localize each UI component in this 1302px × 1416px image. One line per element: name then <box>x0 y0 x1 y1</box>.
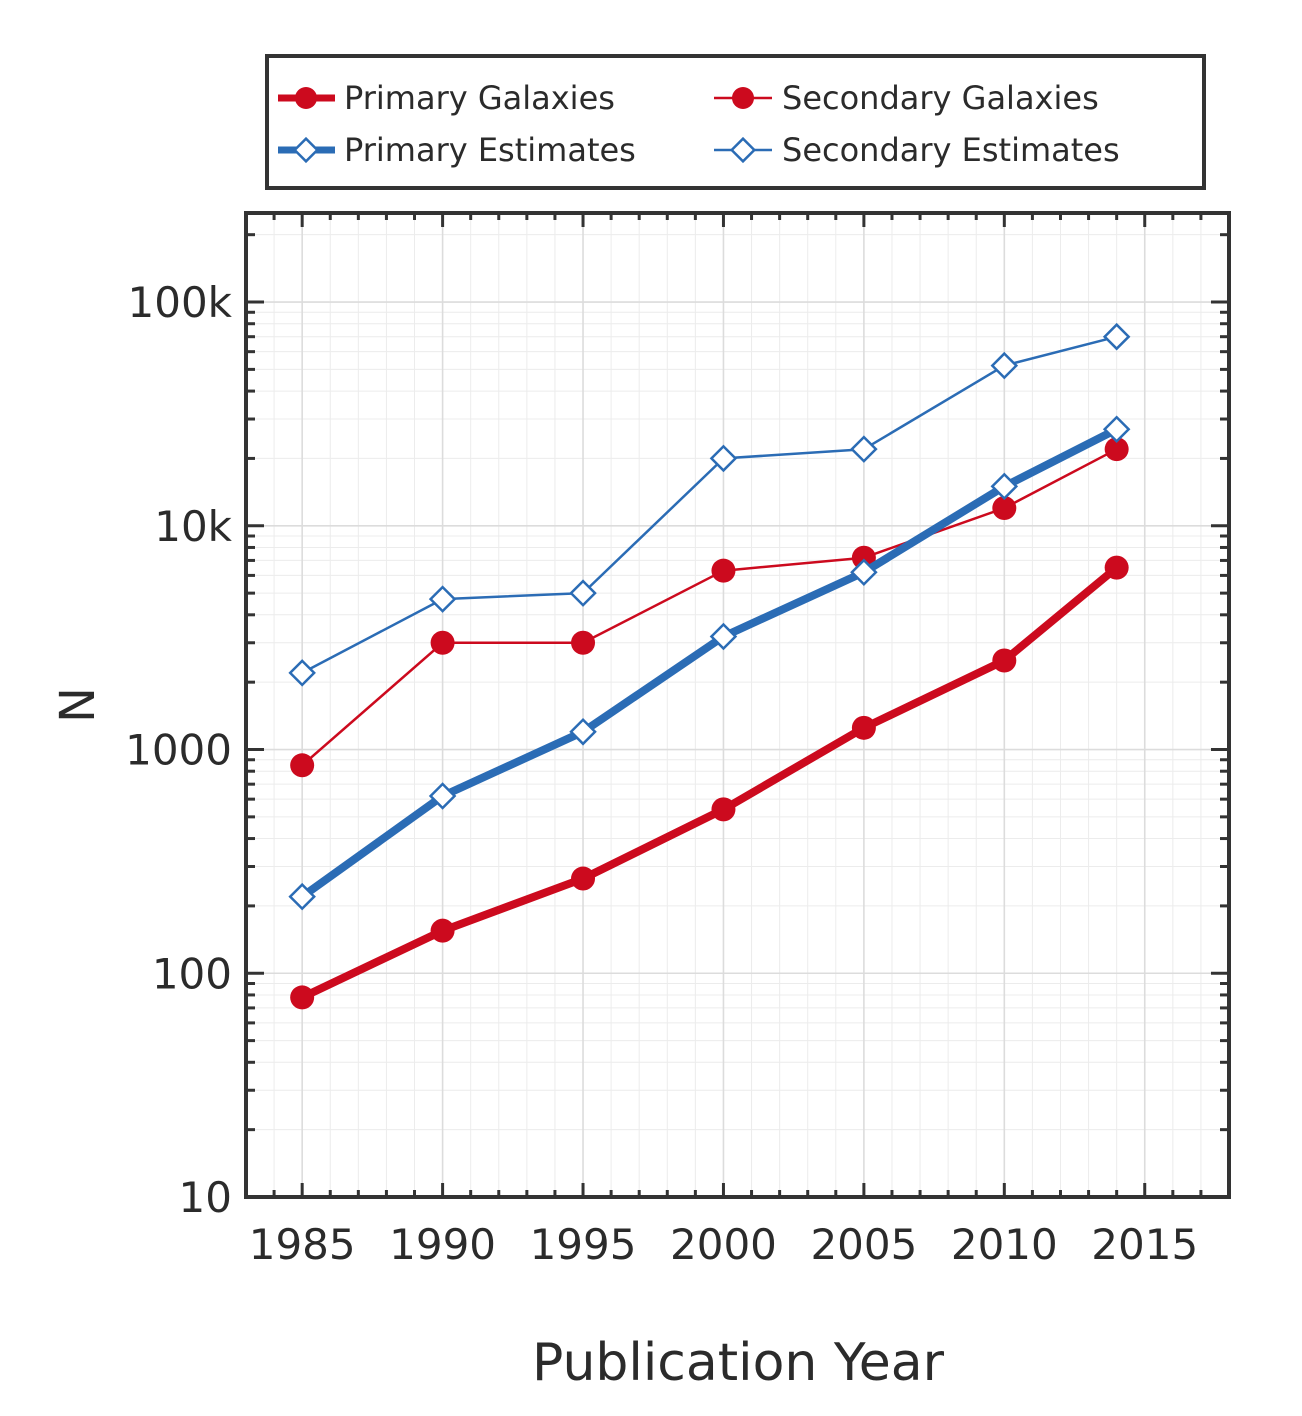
data-point <box>709 444 738 473</box>
legend-marker-secondary-estimates <box>729 136 757 164</box>
legend-marker-primary-galaxies <box>295 87 317 109</box>
legend-label-primary-estimates: Primary Estimates <box>344 131 636 169</box>
legend-label-secondary-estimates: Secondary Estimates <box>782 131 1120 169</box>
data-point <box>990 351 1019 380</box>
x-tick-label: 2010 <box>951 1220 1058 1269</box>
legend-entry-primary-estimates: Primary Estimates <box>278 131 636 169</box>
grid-major <box>246 213 1229 1198</box>
data-point <box>1102 322 1131 351</box>
data-point <box>851 545 876 570</box>
data-point <box>569 579 597 607</box>
y-tick-label: 10k <box>154 502 232 551</box>
x-tick-label: 1985 <box>249 1220 356 1269</box>
legend-box <box>265 54 1206 190</box>
data-point <box>711 797 736 822</box>
y-tick-label: 10 <box>179 1173 232 1222</box>
plot-frame <box>244 211 1231 1199</box>
data-point <box>288 882 316 911</box>
tick-labels: 1985 1990 1995 2000 2005 2010 2015 10 100 1000 10k… <box>125 278 1198 1269</box>
data-point <box>1102 415 1131 444</box>
x-tick-label: 1995 <box>530 1220 637 1269</box>
data-point <box>711 558 736 583</box>
x-axis-title: Publication Year <box>532 1333 945 1393</box>
data-point <box>569 718 597 746</box>
legend-marker-secondary-galaxies <box>732 87 754 109</box>
legend-entry-secondary-galaxies: Secondary Galaxies <box>714 79 1099 117</box>
legend-entry-secondary-estimates: Secondary Estimates <box>714 131 1120 169</box>
data-point <box>290 985 315 1010</box>
data-point <box>290 753 315 778</box>
data-point <box>428 585 457 613</box>
legend-label-secondary-galaxies: Secondary Galaxies <box>782 79 1099 117</box>
data-point <box>428 782 457 810</box>
x-tick-label: 2005 <box>810 1220 917 1269</box>
legend: Primary Galaxies Secondary Galaxies Prim… <box>265 54 1206 190</box>
y-tick-label: 100k <box>128 278 233 327</box>
x-tick-label: 2015 <box>1091 1220 1198 1269</box>
series-secondary-estimates <box>288 322 1131 687</box>
grid-minor <box>245 213 1230 1197</box>
series-primary-galaxies <box>290 555 1129 1010</box>
data-point <box>992 496 1017 521</box>
series-secondary-galaxies <box>290 437 1129 778</box>
x-tick-label: 2000 <box>670 1220 777 1269</box>
data-point <box>288 659 316 687</box>
data-point <box>571 630 596 655</box>
data-point <box>571 866 596 891</box>
data-point <box>990 472 1019 501</box>
data-point <box>850 558 878 586</box>
y-tick-label: 100 <box>152 949 232 998</box>
y-axis-title: N <box>50 687 106 723</box>
data-point <box>430 918 455 943</box>
data-point <box>430 630 455 655</box>
legend-marker-primary-estimates <box>292 136 320 164</box>
ticks-layer <box>244 213 1231 1199</box>
data-point <box>850 435 878 463</box>
data-point <box>709 622 738 651</box>
x-tick-label: 1990 <box>389 1220 496 1269</box>
series-primary-estimates <box>288 415 1131 911</box>
series-line <box>298 563 1121 1002</box>
legend-label-primary-galaxies: Primary Galaxies <box>344 79 615 117</box>
data-point <box>1104 437 1129 462</box>
data-point <box>1104 555 1129 580</box>
series-layer <box>288 322 1131 1010</box>
legend-entry-primary-galaxies: Primary Galaxies <box>278 79 615 117</box>
data-point <box>992 648 1017 673</box>
y-tick-label: 1000 <box>125 726 232 775</box>
data-point <box>851 715 876 740</box>
